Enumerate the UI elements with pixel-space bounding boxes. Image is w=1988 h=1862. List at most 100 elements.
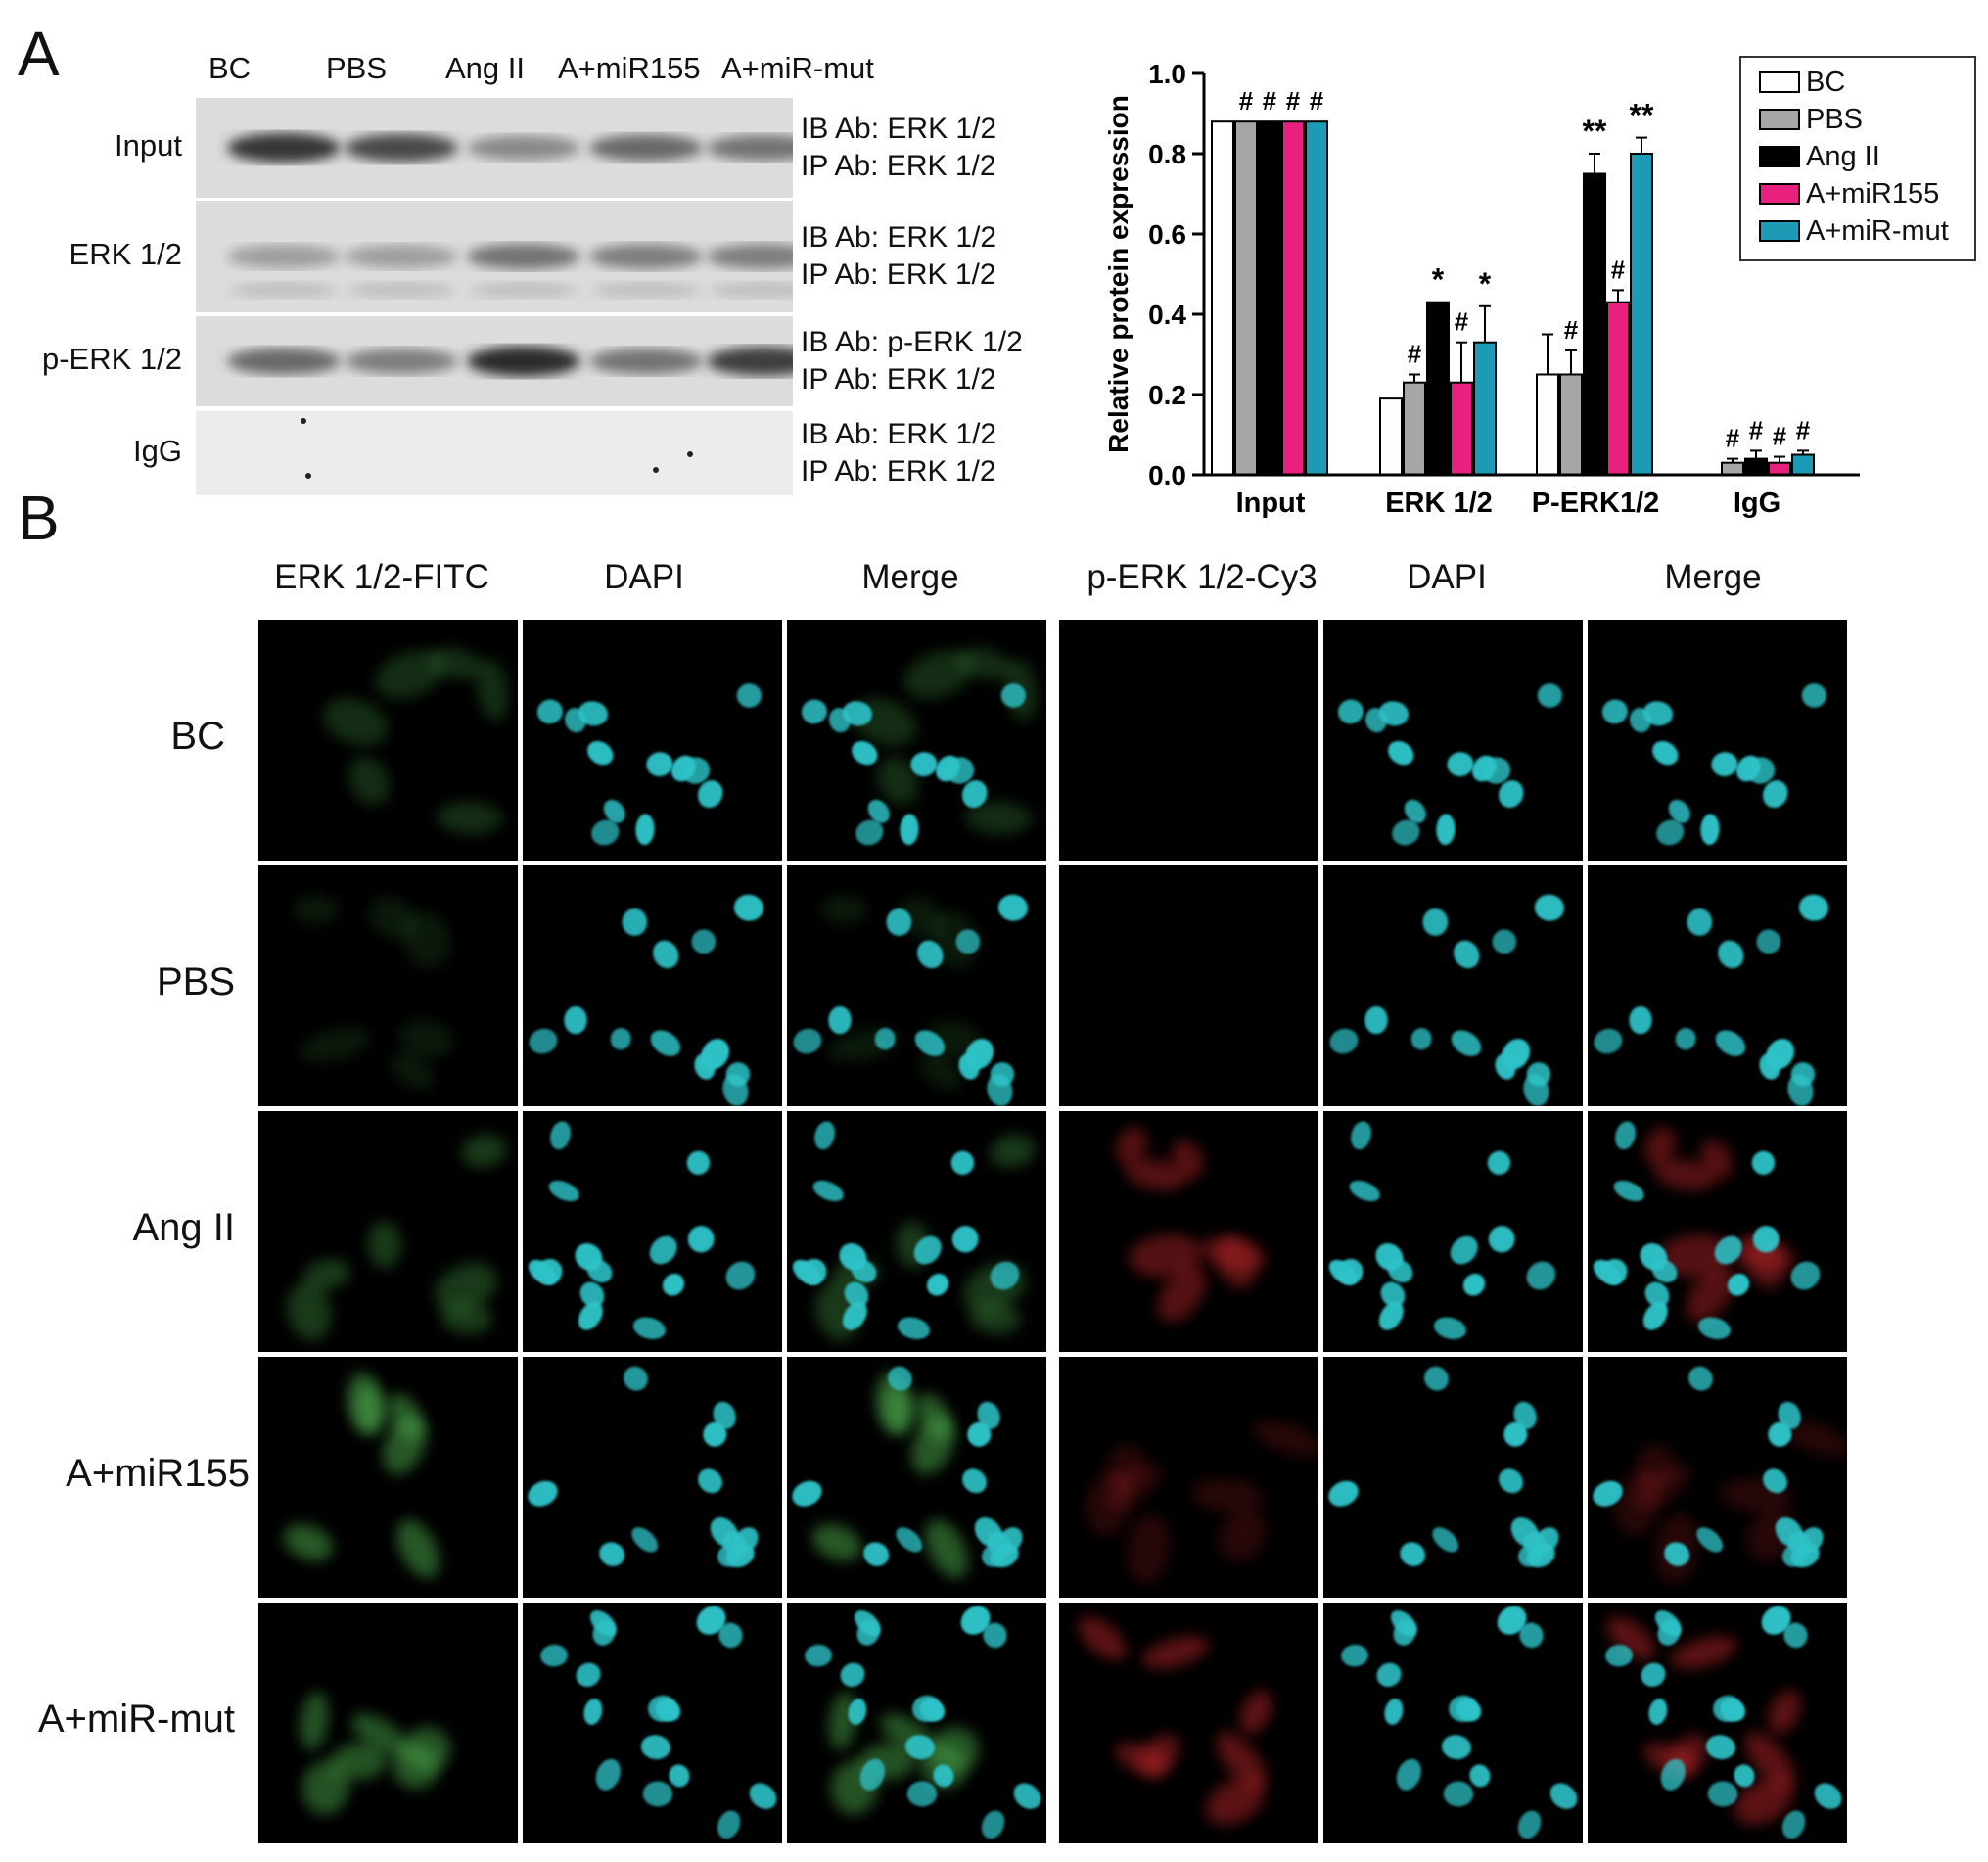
micrograph-tile (1059, 1357, 1318, 1598)
micrograph-tile (1323, 620, 1583, 861)
bar (1473, 341, 1497, 477)
micrograph-tile (787, 1111, 1046, 1352)
significance-mark: # (1796, 415, 1811, 444)
bar (1450, 381, 1473, 477)
column-header: p-ERK 1/2-Cy3 (1086, 558, 1318, 596)
legend-swatch (1759, 220, 1800, 242)
significance-mark: ** (1630, 98, 1654, 133)
bar (1559, 373, 1583, 476)
ib-antibody-label: IB Ab: ERK 1/2 (801, 418, 997, 450)
bar (1536, 373, 1559, 476)
bar (1426, 301, 1450, 476)
blot-strip (196, 411, 793, 495)
blot-row-label: Input (115, 128, 182, 163)
blot-row-label: ERK 1/2 (69, 237, 182, 271)
column-header: DAPI (1407, 558, 1487, 596)
micrograph-tile (787, 865, 1046, 1106)
significance-mark: # (1239, 86, 1254, 116)
significance-mark: # (1286, 86, 1301, 116)
antibody-labels: IB Ab: ERK 1/2 IP Ab: ERK 1/2 (801, 416, 996, 490)
lane-label: A+miR-mut (721, 51, 874, 85)
significance-mark: # (1749, 415, 1764, 444)
y-tick-label: 0.6 (1148, 219, 1186, 250)
legend-item: Ang II (1759, 140, 1880, 172)
significance-mark: # (1408, 340, 1422, 369)
bar (1583, 172, 1606, 476)
legend-swatch (1759, 146, 1800, 167)
legend-label: A+miR-mut (1806, 214, 1949, 247)
micrograph-tile (523, 1111, 782, 1352)
legend-label: A+miR155 (1806, 177, 1940, 209)
micrograph-tile (1059, 1603, 1318, 1843)
y-tick-label: 0.8 (1148, 139, 1186, 169)
micrograph-tile (1323, 865, 1583, 1106)
y-tick-label: 0.2 (1148, 380, 1186, 410)
legend-swatch (1759, 183, 1800, 205)
bar (1403, 381, 1426, 477)
legend-item: A+miR155 (1759, 177, 1940, 209)
micrograph-tile (1059, 1111, 1318, 1352)
panel-a-letter: A (18, 19, 60, 89)
micrograph-tile (258, 1111, 518, 1352)
micrograph-tile (1323, 1111, 1583, 1352)
legend-swatch (1759, 71, 1800, 93)
bar (1379, 397, 1403, 477)
x-tick-label: ERK 1/2 (1385, 488, 1493, 519)
micrograph-tile (787, 1603, 1046, 1843)
legend-item: A+miR-mut (1759, 214, 1949, 247)
legend-label: Ang II (1806, 140, 1880, 172)
chart-legend: BC PBS Ang II A+miR155 A+miR-mut (1739, 56, 1976, 261)
lane-label: BC (208, 51, 252, 85)
grid-row-label: Ang II (132, 1206, 235, 1249)
bar (1281, 120, 1305, 476)
y-tick-label: 1.0 (1148, 59, 1186, 89)
micrograph-tile (523, 1357, 782, 1598)
legend-swatch (1759, 109, 1800, 130)
bar (1234, 120, 1258, 476)
ip-antibody-label: IP Ab: ERK 1/2 (801, 258, 996, 291)
bar-chart: Relative protein expression 0.0 0.2 0.4 0.6 0… (1103, 59, 1860, 519)
micrograph-tile (1323, 1357, 1583, 1598)
significance-mark: * (1432, 262, 1445, 298)
bar (1744, 457, 1768, 477)
significance-mark: * (1479, 266, 1492, 302)
grid-row-label: PBS (156, 960, 235, 1003)
micrograph-tile (1059, 865, 1318, 1106)
antibody-labels: IB Ab: ERK 1/2 IP Ab: ERK 1/2 (801, 219, 996, 294)
grid-row-label: A+miR155 (66, 1452, 250, 1495)
x-tick-label: P-ERK1/2 (1532, 488, 1660, 519)
bar (1791, 453, 1815, 476)
legend-label: BC (1806, 66, 1846, 98)
micrograph-tile (1059, 620, 1318, 861)
legend-label: PBS (1806, 103, 1864, 135)
micrograph-tile (1588, 1357, 1847, 1598)
blot-row-label: p-ERK 1/2 (41, 342, 182, 376)
significance-mark: # (1726, 424, 1740, 453)
legend-item: PBS (1759, 103, 1864, 135)
panel-b-letter: B (18, 483, 60, 553)
column-header: Merge (1664, 558, 1762, 596)
blot-strip (196, 316, 793, 406)
bar (1721, 461, 1744, 477)
significance-mark: # (1611, 255, 1626, 284)
blot-strip (196, 201, 793, 312)
micrograph-tile (258, 620, 518, 861)
micrograph-tile (1323, 1603, 1583, 1843)
blot-strip (196, 98, 793, 198)
bar (1211, 120, 1234, 476)
y-tick-label: 0.4 (1148, 300, 1186, 330)
antibody-labels: IB Ab: p-ERK 1/2 IP Ab: ERK 1/2 (801, 324, 1023, 398)
significance-mark: # (1310, 86, 1324, 116)
micrograph-tile (1588, 865, 1847, 1106)
bar (1305, 120, 1328, 476)
lane-label: A+miR155 (558, 51, 701, 85)
bar (1258, 120, 1281, 476)
lane-label: PBS (326, 51, 388, 85)
x-tick-label: IgG (1734, 488, 1780, 519)
micrograph-tile (1588, 1111, 1847, 1352)
ip-antibody-label: IP Ab: ERK 1/2 (801, 150, 996, 182)
bar (1606, 301, 1630, 476)
micrograph-tile (1588, 1603, 1847, 1843)
micrograph-tile (258, 865, 518, 1106)
y-axis-label: Relative protein expression (1103, 95, 1133, 453)
